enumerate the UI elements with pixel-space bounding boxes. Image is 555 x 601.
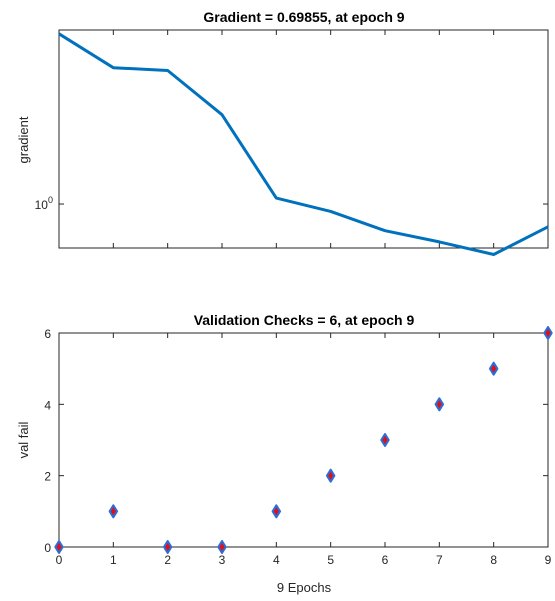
validation-point (380, 433, 390, 447)
gradient-plot: Gradient = 0.69855, at epoch 9 gradient … (16, 9, 549, 256)
validation-x-tick-label: 8 (490, 553, 497, 567)
validation-point (108, 504, 119, 519)
validation-y-axis-label: val fail (16, 421, 31, 458)
validation-x-axis-label: 9 Epochs (277, 580, 332, 595)
gradient-y-tick-exponent: 0 (48, 195, 53, 205)
validation-point (54, 540, 64, 554)
validation-x-tick-label: 4 (273, 553, 280, 567)
validation-y-tick-label: 2 (44, 470, 51, 484)
gradient-axes-box (58, 29, 549, 249)
gradient-series-line (58, 32, 549, 256)
validation-point (325, 468, 336, 483)
validation-point (543, 326, 553, 340)
validation-x-tick-label: 7 (436, 553, 443, 567)
validation-point (434, 397, 445, 412)
validation-x-tick-label: 2 (164, 553, 171, 567)
validation-plot-title: Validation Checks = 6, at epoch 9 (194, 312, 415, 328)
validation-point (217, 540, 227, 554)
validation-axes-box (58, 332, 549, 548)
validation-points (54, 326, 553, 554)
validation-plot: Validation Checks = 6, at epoch 9 val fa… (16, 312, 553, 595)
gradient-plot-title: Gradient = 0.69855, at epoch 9 (203, 9, 404, 25)
gradient-y-axis-label: gradient (16, 116, 31, 163)
validation-y-tick-label: 6 (44, 327, 51, 341)
validation-x-tick-label: 6 (382, 553, 389, 567)
validation-y-tick-label: 4 (44, 398, 51, 412)
validation-x-tick-label: 9 (545, 553, 552, 567)
validation-point (271, 504, 282, 519)
gradient-y-tick-base: 10 (35, 198, 49, 212)
validation-x-tick-label: 0 (56, 553, 63, 567)
gradient-ticks: 100 (35, 30, 549, 248)
validation-point (162, 540, 173, 554)
validation-x-tick-label: 3 (219, 553, 226, 567)
validation-y-tick-label: 0 (44, 541, 51, 555)
validation-x-tick-label: 1 (110, 553, 117, 567)
gradient-y-tick-label: 100 (35, 195, 53, 212)
validation-x-tick-label: 5 (327, 553, 334, 567)
validation-point (488, 361, 499, 376)
